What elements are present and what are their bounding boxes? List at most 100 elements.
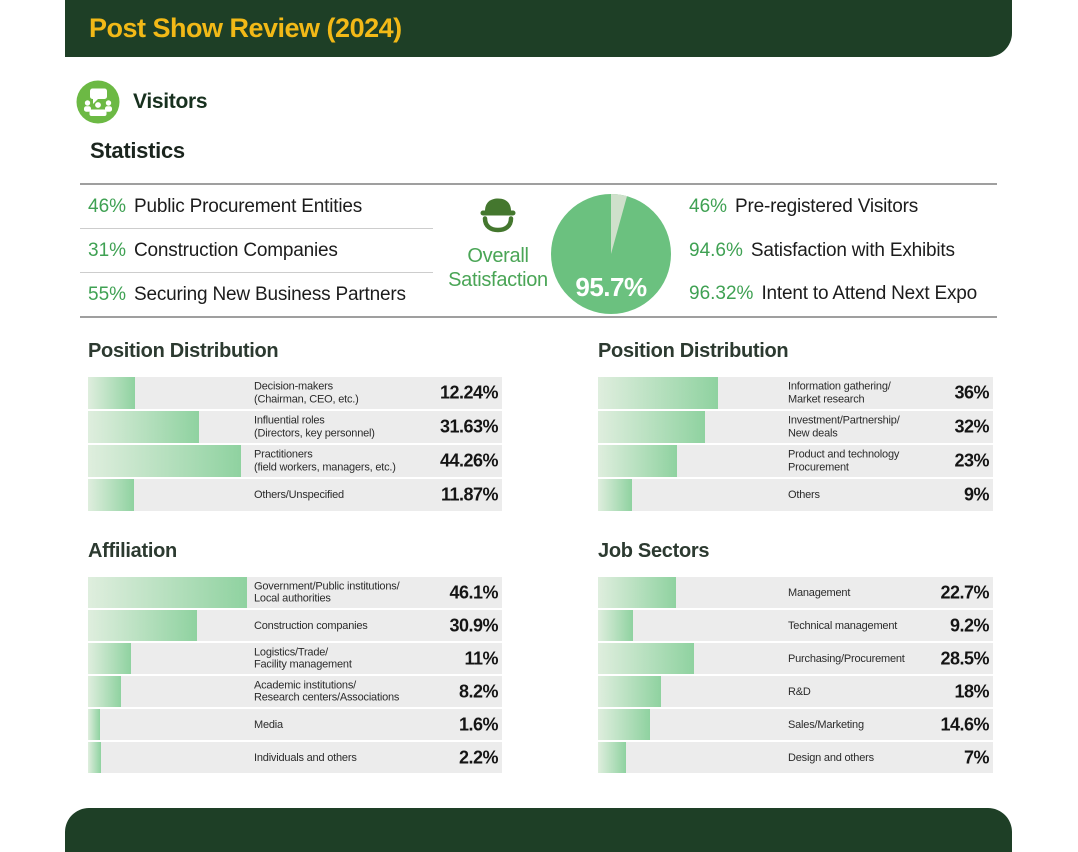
bar: [88, 445, 241, 477]
chart-title: Affiliation: [88, 540, 177, 562]
chart-rows: Decision-makers (Chairman, CEO, etc.) 12.…: [88, 377, 502, 511]
bar: [88, 377, 135, 409]
bar: [598, 479, 633, 511]
overall-line2: Satisfaction: [448, 269, 548, 291]
statistics-heading: Statistics: [90, 138, 185, 163]
bar-label: Logistics/Trade/ Facility management: [254, 646, 352, 671]
bar: [598, 676, 661, 707]
bar-value: 2.2%: [458, 747, 499, 767]
chart-row: Individuals and others 2.2%: [88, 742, 502, 773]
chart-section: Position Distribution Information gather…: [598, 338, 993, 511]
bar-label: R&D: [788, 685, 811, 698]
chart-row: Purchasing/Procurement 28.5%: [598, 643, 993, 674]
chart-rows: Government/Public institutions/ Local au…: [88, 577, 502, 773]
pie-svg: [551, 194, 671, 314]
stat-label: Construction Companies: [134, 239, 338, 261]
stat-row: 46% Pre-registered Visitors: [681, 185, 997, 229]
chart-row: Practitioners (field workers, managers, …: [88, 445, 502, 477]
visitors-label: Visitors: [133, 90, 208, 113]
bar-value: 11%: [464, 648, 498, 668]
bar-value: 18%: [954, 681, 989, 701]
footer-bar: [65, 808, 1012, 852]
stat-value: 46%: [689, 195, 728, 217]
bar: [598, 411, 706, 443]
chart-row: Information gathering/ Market research 36…: [598, 377, 993, 409]
chart-row: R&D 18%: [598, 676, 993, 707]
chart-row: Technical management 9.2%: [598, 610, 993, 641]
bar: [88, 577, 247, 608]
bar-label: Practitioners (field workers, managers, …: [254, 448, 396, 474]
chart-row: Media 1.6%: [88, 709, 502, 740]
bar-value: 22.7%: [940, 582, 989, 602]
chart-section: Job Sectors Management 22.7% Technical man…: [598, 538, 993, 773]
bar-label: Individuals and others: [254, 751, 357, 764]
pie-slice-other: [611, 194, 628, 254]
bar-label: Government/Public institutions/ Local au…: [254, 580, 400, 605]
stat-value: 55%: [88, 283, 127, 305]
bar-value: 1.6%: [458, 714, 499, 734]
chart-row: Investment/Partnership/ New deals 32%: [598, 411, 993, 443]
overall-line1: Overall: [467, 245, 529, 267]
satisfaction-pie-chart: 95.7%: [551, 194, 671, 314]
chart-row: Management 22.7%: [598, 577, 993, 608]
bar-value: 31.63%: [439, 416, 499, 437]
bar: [88, 709, 100, 740]
bar: [598, 377, 718, 409]
stat-value: 31%: [88, 239, 127, 261]
bar-value: 14.6%: [940, 714, 989, 734]
stat-row: 46% Public Procurement Entities: [80, 185, 433, 229]
bar: [88, 610, 197, 641]
statistics-right-column: 46% Pre-registered Visitors 94.6% Satisfact…: [681, 185, 997, 316]
bar-value: 36%: [954, 382, 989, 403]
bar: [598, 709, 651, 740]
chart-row: Product and technology Procurement 23%: [598, 445, 993, 477]
bar-value: 8.2%: [458, 681, 499, 701]
bar: [88, 742, 102, 773]
chart-row: Decision-makers (Chairman, CEO, etc.) 12.…: [88, 377, 502, 409]
bar-value: 7%: [963, 747, 990, 767]
visitors-section-header: Visitors: [76, 80, 208, 124]
chart-rows: Management 22.7% Technical management 9.2% P…: [598, 577, 993, 773]
bar-label: Construction companies: [254, 619, 368, 632]
bar-value: 30.9%: [449, 615, 498, 635]
statistics-left-column: 46% Public Procurement Entities 31% Constru…: [80, 185, 433, 316]
bar-value: 12.24%: [439, 382, 499, 403]
bar-label: Purchasing/Procurement: [788, 652, 905, 665]
chart-row: Others/Unspecified 11.87%: [88, 479, 502, 511]
hard-hat-icon: [480, 198, 516, 233]
stat-row: 94.6% Satisfaction with Exhibits: [681, 229, 997, 273]
bar-value: 9.2%: [949, 615, 990, 635]
bar: [88, 411, 199, 443]
stat-value: 94.6%: [689, 239, 743, 261]
stat-label: Intent to Attend Next Expo: [761, 283, 978, 305]
chart-row: Logistics/Trade/ Facility management 11%: [88, 643, 502, 674]
bar-value: 32%: [954, 416, 989, 437]
stat-row: 31% Construction Companies: [80, 229, 433, 273]
chart-row: Academic institutions/ Research centers/…: [88, 676, 502, 707]
bar: [88, 643, 131, 674]
chart-section: Affiliation Government/Public institutio…: [88, 538, 502, 773]
overall-satisfaction-block: Overall Satisfaction: [428, 197, 568, 292]
bar: [598, 577, 676, 608]
chart-title: Position Distribution: [88, 340, 279, 362]
chart-section: Position Distribution Decision-makers (C…: [88, 338, 502, 511]
stat-label: Public Procurement Entities: [134, 195, 363, 217]
bar-label: Others: [788, 488, 820, 501]
bar-value: 46.1%: [449, 582, 498, 602]
chart-row: Construction companies 30.9%: [88, 610, 502, 641]
bar: [598, 445, 677, 477]
bar: [88, 676, 122, 707]
bar-value: 28.5%: [940, 648, 989, 668]
chart-row: Influential roles (Directors, key person…: [88, 411, 502, 443]
chart-row: Sales/Marketing 14.6%: [598, 709, 993, 740]
bar-label: Sales/Marketing: [788, 718, 864, 731]
bar-value: 23%: [954, 450, 989, 471]
chart-row: Design and others 7%: [598, 742, 993, 773]
bar-label: Academic institutions/ Research centers/…: [254, 679, 400, 704]
bar-value: 44.26%: [439, 450, 499, 471]
stat-value: 96.32%: [689, 283, 754, 305]
bar-label: Media: [254, 718, 283, 731]
stat-label: Pre-registered Visitors: [735, 195, 919, 217]
chart-row: Others 9%: [598, 479, 993, 511]
